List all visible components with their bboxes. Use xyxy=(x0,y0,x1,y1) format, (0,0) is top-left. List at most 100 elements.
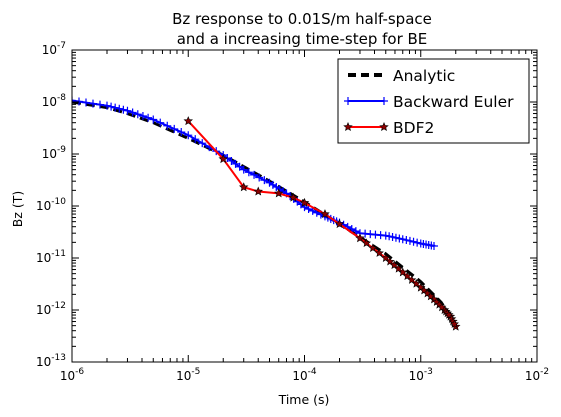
data-point-plus xyxy=(413,238,422,247)
data-point-star xyxy=(374,248,384,257)
x-tick-label: 10-6 xyxy=(60,367,85,383)
plot-series-layer xyxy=(72,96,461,331)
data-point-star xyxy=(253,186,263,196)
y-tick-label: 10-8 xyxy=(42,93,67,109)
data-point-plus xyxy=(398,235,407,244)
data-point-plus xyxy=(260,176,269,185)
data-point-plus xyxy=(405,236,414,245)
data-point-plus xyxy=(138,112,147,121)
data-point-plus xyxy=(235,162,244,171)
data-point-star xyxy=(334,219,345,229)
data-point-plus xyxy=(128,108,137,117)
data-point-star xyxy=(426,291,436,301)
data-point-star xyxy=(437,302,447,312)
data-point-star xyxy=(320,209,330,219)
x-tick-label: 10-5 xyxy=(176,367,200,383)
data-point-plus xyxy=(429,242,438,251)
data-point-plus xyxy=(402,236,411,245)
data-point-plus xyxy=(163,121,172,130)
data-point-star xyxy=(288,192,298,202)
series-backward-euler xyxy=(72,96,438,251)
y-tick-label: 10-13 xyxy=(36,353,66,369)
data-point-plus xyxy=(250,170,259,179)
x-tick-label: 10-2 xyxy=(525,367,549,383)
series-line xyxy=(187,120,457,328)
legend-entry: BDF2 xyxy=(343,119,434,137)
data-point-plus xyxy=(388,233,397,242)
data-point-star xyxy=(389,260,399,270)
data-point-plus xyxy=(170,124,179,133)
data-point-star xyxy=(273,188,284,198)
series-bdf2 xyxy=(183,116,461,331)
data-point-star xyxy=(368,243,378,252)
y-tick-label: 10-9 xyxy=(42,145,67,161)
legend-marker xyxy=(343,122,353,132)
data-point-plus xyxy=(381,231,390,240)
y-tick-label: 10-12 xyxy=(36,301,66,317)
data-point-star xyxy=(238,182,249,192)
data-point-plus xyxy=(255,173,264,182)
y-axis-label: Bz (T) xyxy=(10,191,25,228)
data-point-plus xyxy=(239,165,248,174)
data-point-plus xyxy=(88,99,97,108)
data-point-plus xyxy=(123,106,132,115)
y-tick-label: 10-10 xyxy=(36,197,66,213)
data-point-plus xyxy=(95,100,104,109)
data-point-plus xyxy=(227,156,236,165)
data-point-star xyxy=(449,319,459,328)
legend-label: Analytic xyxy=(393,67,455,85)
chart-title-line-1: Bz response to 0.01S/m half-space xyxy=(172,10,432,28)
legend: Analytic Backward Euler BDF2 xyxy=(337,58,530,144)
data-point-star xyxy=(381,253,391,263)
y-tick-label: 10-7 xyxy=(42,41,66,57)
data-point-plus xyxy=(231,159,240,168)
data-point-plus xyxy=(81,98,90,107)
data-point-plus xyxy=(198,139,207,148)
data-point-plus xyxy=(191,135,200,144)
data-point-star xyxy=(183,116,193,126)
data-point-star xyxy=(393,263,404,273)
x-axis-label: Time (s) xyxy=(278,392,330,407)
data-point-star xyxy=(402,271,412,281)
tick-layer: 10-6 10-5 10-4 10-3 10-2 10-13 10-12 10-11 10-10… xyxy=(36,41,549,383)
data-point-plus xyxy=(111,103,120,112)
data-point-star xyxy=(411,278,421,288)
data-point-plus xyxy=(102,101,111,110)
x-tick-label: 10-3 xyxy=(409,367,433,383)
data-point-plus xyxy=(409,237,418,246)
data-point-plus xyxy=(119,105,128,114)
data-point-plus xyxy=(184,131,193,140)
legend-entry: Backward Euler xyxy=(344,93,514,111)
data-point-star xyxy=(407,275,417,284)
data-point-star xyxy=(361,238,371,248)
data-point-plus xyxy=(107,102,116,111)
data-point-plus xyxy=(385,232,394,241)
legend-marker xyxy=(380,97,388,105)
legend-label: BDF2 xyxy=(393,119,434,137)
data-point-plus xyxy=(177,128,186,137)
data-point-plus xyxy=(351,227,360,236)
data-point-plus xyxy=(133,110,142,119)
y-tick-label: 10-11 xyxy=(36,249,66,265)
data-point-plus xyxy=(72,96,76,105)
data-point-plus xyxy=(395,234,404,243)
data-point-plus xyxy=(144,113,153,122)
plot-frame xyxy=(71,49,538,363)
x-tick-label: 10-4 xyxy=(292,367,317,383)
data-point-plus xyxy=(156,118,165,127)
legend-label: Backward Euler xyxy=(393,93,514,111)
chart-title-line-2: and a increasing time-step for BE xyxy=(177,30,428,48)
data-point-star xyxy=(444,310,454,319)
data-point-star xyxy=(355,233,365,243)
data-point-star xyxy=(218,154,228,164)
data-point-star xyxy=(385,256,395,266)
legend-marker xyxy=(344,97,352,105)
data-point-plus xyxy=(244,168,253,177)
data-point-star xyxy=(299,197,310,207)
data-point-plus xyxy=(149,115,158,124)
legend-marker xyxy=(379,122,389,132)
data-point-plus xyxy=(115,104,124,113)
data-point-plus xyxy=(391,233,400,242)
data-point-plus xyxy=(304,205,313,214)
